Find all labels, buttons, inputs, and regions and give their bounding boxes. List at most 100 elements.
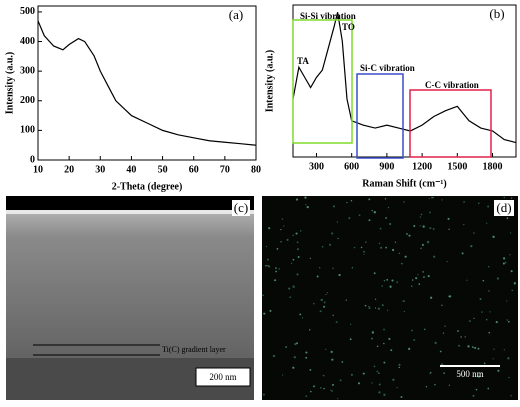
map-dot xyxy=(371,382,373,384)
map-dot xyxy=(296,273,299,276)
x-tick-label: 80 xyxy=(251,164,261,175)
map-dot xyxy=(420,247,422,250)
map-dot xyxy=(470,244,473,248)
map-dot xyxy=(283,225,285,227)
x-tick-label: 20 xyxy=(64,164,74,175)
x-tick-label: 1500 xyxy=(447,161,467,172)
y-axis-label: Intensity (a.u.) xyxy=(264,50,275,113)
map-dot xyxy=(408,234,411,237)
x-tick-label: 70 xyxy=(220,164,230,175)
map-dot xyxy=(281,218,284,220)
map-dot xyxy=(422,271,424,273)
y-axis-label: Intensity (a.u.) xyxy=(4,52,15,115)
map-dot xyxy=(511,289,513,291)
map-dot xyxy=(306,205,309,209)
map-dot xyxy=(477,375,481,378)
sem-edge xyxy=(6,210,254,214)
map-dot xyxy=(441,199,443,201)
map-dot xyxy=(444,325,446,327)
map-dot xyxy=(483,362,486,365)
map-dot xyxy=(403,201,405,203)
region-box xyxy=(409,89,492,158)
map-dot xyxy=(495,321,498,324)
map-dot xyxy=(346,201,348,204)
map-dot xyxy=(381,285,384,287)
map-dot xyxy=(468,320,471,323)
map-dot xyxy=(345,299,347,301)
map-dot xyxy=(487,387,490,390)
map-dot xyxy=(280,228,282,231)
map-dot xyxy=(331,358,334,361)
map-dot xyxy=(351,267,353,269)
region-box xyxy=(356,73,404,159)
map-dot xyxy=(316,275,319,278)
region-box xyxy=(292,19,353,144)
map-dot xyxy=(332,314,334,316)
map-dot xyxy=(313,302,315,305)
map-dot xyxy=(509,254,511,256)
map-dot xyxy=(332,267,334,270)
map-dot xyxy=(373,272,376,275)
map-dot xyxy=(363,253,365,255)
map-dot xyxy=(335,321,338,324)
map-dot xyxy=(363,250,366,253)
map-dot xyxy=(290,262,293,264)
map-dot xyxy=(429,372,431,375)
map-dot xyxy=(383,342,385,345)
map-dot xyxy=(378,383,381,386)
map-dot xyxy=(341,361,344,363)
map-dot xyxy=(292,366,295,369)
map-dot xyxy=(357,382,361,385)
map-dot xyxy=(419,225,421,227)
map-dot xyxy=(448,295,452,298)
map-dot xyxy=(413,339,416,341)
panel-label: (b) xyxy=(489,6,504,21)
map-dot xyxy=(286,238,289,241)
map-dot xyxy=(429,227,432,230)
map-dot xyxy=(319,387,322,389)
map-dot xyxy=(371,331,375,334)
map-dot xyxy=(432,227,435,230)
map-dot xyxy=(504,261,507,264)
map-dot xyxy=(401,263,403,265)
x-tick-label: 40 xyxy=(126,164,136,175)
map-dot xyxy=(295,198,299,201)
x-axis-label: Raman Shift (cm⁻¹) xyxy=(362,178,446,189)
map-dot xyxy=(378,242,381,245)
label-box xyxy=(232,200,250,216)
map-dot xyxy=(447,217,450,220)
map-dot xyxy=(443,372,445,374)
map-dot xyxy=(503,196,506,199)
map-dot xyxy=(292,285,295,288)
map-dot xyxy=(368,219,371,222)
map-dot xyxy=(374,307,377,309)
map-dot xyxy=(296,241,299,244)
map-dot xyxy=(349,338,352,341)
map-dot xyxy=(294,343,297,346)
map-dot xyxy=(503,349,506,351)
map-dot xyxy=(507,357,510,360)
map-dot xyxy=(426,240,430,244)
map-dot xyxy=(396,386,398,389)
map-dot xyxy=(274,279,277,282)
annotation: TO xyxy=(342,22,355,32)
map-dot xyxy=(285,345,288,349)
map-dot xyxy=(420,213,423,216)
map-dot xyxy=(488,331,491,334)
map-dot xyxy=(380,246,383,249)
map-dot xyxy=(295,232,298,235)
map-dot xyxy=(323,301,326,304)
x-tick-label: 50 xyxy=(158,164,168,175)
map-dot xyxy=(496,277,499,280)
map-dot xyxy=(390,349,393,352)
map-dot xyxy=(478,202,480,204)
map-dot xyxy=(430,296,433,299)
map-dot xyxy=(448,228,450,231)
map-dot xyxy=(337,237,339,240)
map-dot xyxy=(381,304,384,307)
map-dot xyxy=(299,313,302,316)
label-box xyxy=(494,200,514,216)
map-dot xyxy=(309,257,311,260)
map-dot xyxy=(305,356,308,359)
